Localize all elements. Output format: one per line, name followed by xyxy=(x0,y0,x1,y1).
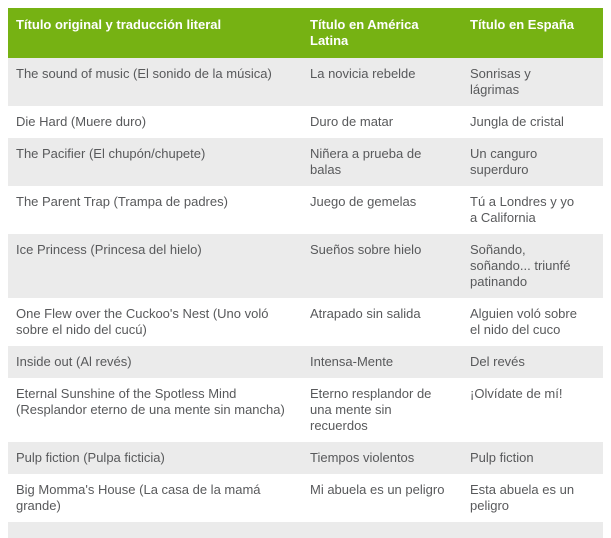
cell-latam-title: Juego de gemelas xyxy=(310,194,417,209)
cell-spain-title: Tú a Londres y yo a California xyxy=(470,194,575,225)
cell-spain-title: Del revés xyxy=(470,354,525,369)
table-header-row: Título original y traducción literal Tít… xyxy=(8,8,603,58)
cell-latam-title: Eterno resplandor de una mente sin recue… xyxy=(310,386,432,433)
table-row: Pulp fiction (Pulpa ficticia) Tiempos vi… xyxy=(8,442,603,474)
table-row-partial xyxy=(8,522,603,538)
movie-titles-table-wrapper: Título original y traducción literal Tít… xyxy=(8,8,603,538)
column-header-latam-title: Título en América Latina xyxy=(302,8,462,58)
cell-original-title: Eternal Sunshine of the Spotless Mind (R… xyxy=(16,386,285,417)
cell-latam-title: Mi abuela es un peligro xyxy=(310,482,445,497)
column-header-original-title: Título original y traducción literal xyxy=(8,8,302,58)
table-row: The sound of music (El sonido de la músi… xyxy=(8,58,603,106)
cell-original-title: Inside out (Al revés) xyxy=(16,354,132,369)
cell-original-title: Pulp fiction (Pulpa ficticia) xyxy=(16,450,165,465)
cell-original-title xyxy=(8,522,302,538)
table-row: Inside out (Al revés) Intensa-Mente Del … xyxy=(8,346,603,378)
cell-original-title: Big Momma's House (La casa de la mamá gr… xyxy=(16,482,261,513)
cell-latam-title: Intensa-Mente xyxy=(310,354,394,369)
table-row: The Pacifier (El chupón/chupete) Niñera … xyxy=(8,138,603,186)
cell-latam-title xyxy=(302,522,462,538)
cell-original-title: One Flew over the Cuckoo's Nest (Uno vol… xyxy=(16,306,269,337)
cell-latam-title: La novicia rebelde xyxy=(310,66,416,81)
cell-latam-title: Tiempos violentos xyxy=(310,450,415,465)
table-body: The sound of music (El sonido de la músi… xyxy=(8,58,603,538)
cell-spain-title: Pulp fiction xyxy=(470,450,534,465)
cell-spain-title xyxy=(462,522,603,538)
cell-spain-title: Un canguro superduro xyxy=(470,146,538,177)
table-row: One Flew over the Cuckoo's Nest (Uno vol… xyxy=(8,298,603,346)
cell-spain-title: Jungla de cristal xyxy=(470,114,564,129)
cell-original-title: Die Hard (Muere duro) xyxy=(16,114,147,129)
cell-latam-title: Niñera a prueba de balas xyxy=(310,146,422,177)
table-header: Título original y traducción literal Tít… xyxy=(8,8,603,58)
cell-original-title: The Pacifier (El chupón/chupete) xyxy=(16,146,206,161)
cell-spain-title: ¡Olvídate de mí! xyxy=(470,386,563,401)
cell-original-title: The Parent Trap (Trampa de padres) xyxy=(16,194,228,209)
column-header-spain-title: Título en España xyxy=(462,8,603,58)
cell-original-title: The sound of music (El sonido de la músi… xyxy=(16,66,272,81)
cell-spain-title: Esta abuela es un peligro xyxy=(470,482,575,513)
table-row: The Parent Trap (Trampa de padres) Juego… xyxy=(8,186,603,234)
cell-original-title: Ice Princess (Princesa del hielo) xyxy=(16,242,202,257)
cell-spain-title: Soñando, soñando... triunfé patinando xyxy=(470,242,571,289)
table-row: Big Momma's House (La casa de la mamá gr… xyxy=(8,474,603,522)
cell-latam-title: Sueños sobre hielo xyxy=(310,242,422,257)
cell-latam-title: Duro de matar xyxy=(310,114,394,129)
table-row: Die Hard (Muere duro) Duro de matar Jung… xyxy=(8,106,603,138)
table-row: Ice Princess (Princesa del hielo) Sueños… xyxy=(8,234,603,298)
table-row: Eternal Sunshine of the Spotless Mind (R… xyxy=(8,378,603,442)
cell-spain-title: Alguien voló sobre el nido del cuco xyxy=(470,306,577,337)
movie-titles-table: Título original y traducción literal Tít… xyxy=(8,8,603,538)
cell-spain-title: Sonrisas y lágrimas xyxy=(470,66,531,97)
cell-latam-title: Atrapado sin salida xyxy=(310,306,421,321)
